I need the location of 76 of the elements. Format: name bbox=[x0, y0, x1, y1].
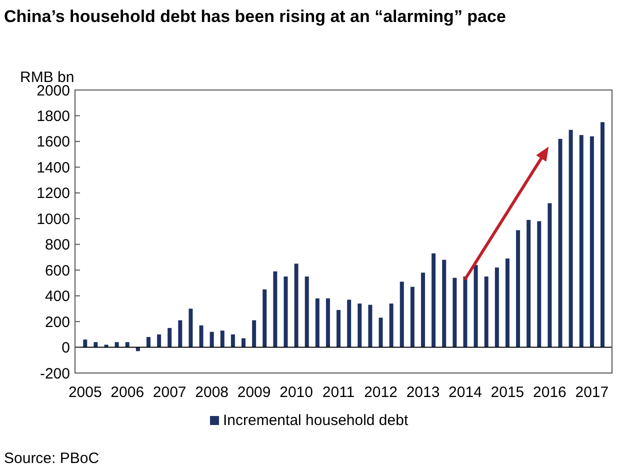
bar bbox=[358, 304, 362, 348]
x-tick-label: 2013 bbox=[406, 384, 440, 401]
x-tick-label: 2005 bbox=[68, 384, 102, 401]
bar bbox=[252, 320, 256, 348]
y-tick-label: 400 bbox=[44, 288, 70, 306]
bar bbox=[125, 342, 130, 348]
bar bbox=[389, 304, 394, 348]
x-tick-label: 2008 bbox=[195, 384, 229, 401]
y-tick-label: -200 bbox=[40, 365, 70, 382]
bar bbox=[526, 220, 531, 348]
x-tick-label: 2009 bbox=[237, 384, 271, 401]
bar bbox=[579, 135, 584, 348]
bar bbox=[83, 340, 88, 348]
bar bbox=[210, 332, 214, 348]
bar bbox=[114, 342, 119, 348]
chart-title: China’s household debt has been rising at an “alarming” pace bbox=[4, 7, 506, 26]
x-tick-label: 2017 bbox=[575, 384, 609, 401]
bar bbox=[94, 342, 98, 348]
x-tick-label: 2011 bbox=[322, 384, 355, 401]
y-tick-label: 0 bbox=[62, 340, 70, 357]
bar bbox=[442, 260, 446, 348]
bar bbox=[168, 328, 172, 348]
bar bbox=[505, 258, 510, 348]
x-tick-label: 2006 bbox=[110, 384, 144, 401]
y-tick-label: 1000 bbox=[36, 210, 70, 228]
y-tick-label: 1600 bbox=[36, 134, 70, 151]
source-note: Source: PBoC bbox=[4, 450, 100, 467]
bar bbox=[284, 276, 288, 348]
bar bbox=[537, 221, 542, 348]
x-tick-label: 2007 bbox=[152, 384, 186, 401]
y-tick-label: 1200 bbox=[36, 185, 70, 202]
bar bbox=[378, 318, 383, 348]
bar bbox=[368, 304, 372, 348]
bar bbox=[199, 325, 204, 348]
y-tick-label: 1800 bbox=[36, 108, 70, 125]
bar bbox=[146, 336, 150, 348]
bar bbox=[294, 264, 298, 348]
bar bbox=[336, 310, 341, 348]
bar bbox=[262, 289, 267, 348]
bar bbox=[304, 276, 309, 348]
x-tick-label: 2016 bbox=[533, 384, 566, 401]
bar bbox=[273, 271, 278, 348]
x-tick-label: 2015 bbox=[490, 384, 524, 401]
legend-label: Incremental household debt bbox=[223, 412, 409, 429]
bar bbox=[558, 138, 562, 348]
bar bbox=[104, 344, 108, 348]
bar bbox=[421, 272, 426, 348]
bar bbox=[548, 203, 552, 348]
bar bbox=[230, 334, 235, 348]
bar bbox=[242, 338, 246, 348]
bar bbox=[516, 230, 520, 348]
bar bbox=[188, 308, 193, 348]
bar bbox=[452, 278, 457, 348]
bar bbox=[315, 298, 320, 348]
bar bbox=[400, 282, 404, 348]
y-tick-label: 1400 bbox=[36, 159, 70, 176]
bar bbox=[178, 320, 182, 348]
bar bbox=[568, 130, 573, 348]
bar bbox=[432, 253, 436, 348]
bar bbox=[600, 122, 604, 348]
bar bbox=[157, 334, 162, 348]
bar bbox=[347, 300, 352, 348]
bar bbox=[494, 268, 499, 348]
y-tick-label: 200 bbox=[44, 314, 70, 331]
y-tick-label: 600 bbox=[44, 262, 70, 280]
bar bbox=[590, 136, 594, 348]
x-tick-label: 2010 bbox=[280, 384, 313, 401]
bar bbox=[484, 276, 488, 348]
bar bbox=[220, 330, 224, 348]
y-tick-label: 800 bbox=[44, 236, 70, 254]
bar bbox=[463, 276, 468, 348]
x-tick-label: 2012 bbox=[364, 384, 398, 401]
bar bbox=[410, 286, 414, 348]
x-tick-label: 2014 bbox=[448, 384, 482, 401]
bar bbox=[474, 264, 478, 348]
bar bbox=[326, 298, 330, 348]
